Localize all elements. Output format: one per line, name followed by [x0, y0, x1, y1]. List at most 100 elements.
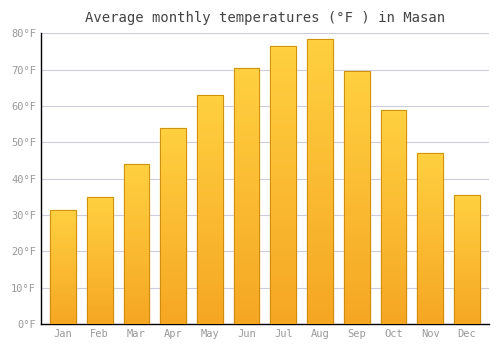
Bar: [418, 201, 443, 204]
Bar: [454, 213, 479, 216]
Bar: [160, 171, 186, 175]
Bar: [344, 86, 370, 92]
Bar: [344, 299, 370, 304]
Bar: [234, 68, 260, 324]
Bar: [87, 316, 112, 319]
Bar: [270, 46, 296, 51]
Bar: [160, 289, 186, 293]
Bar: [197, 187, 222, 191]
Bar: [454, 195, 479, 324]
Bar: [197, 127, 222, 132]
Bar: [234, 288, 260, 293]
Bar: [270, 68, 296, 74]
Bar: [418, 249, 443, 252]
Bar: [418, 218, 443, 222]
Bar: [307, 67, 333, 73]
Bar: [160, 245, 186, 250]
Bar: [197, 191, 222, 196]
Bar: [50, 306, 76, 308]
Bar: [197, 232, 222, 237]
Bar: [270, 307, 296, 313]
Bar: [87, 240, 112, 243]
Bar: [418, 191, 443, 194]
Bar: [380, 187, 406, 191]
Bar: [87, 266, 112, 268]
Bar: [124, 299, 150, 302]
Bar: [380, 114, 406, 118]
Bar: [307, 84, 333, 90]
Bar: [50, 308, 76, 310]
Bar: [160, 163, 186, 167]
Bar: [344, 183, 370, 188]
Bar: [197, 292, 222, 296]
Bar: [380, 230, 406, 234]
Bar: [124, 279, 150, 282]
Bar: [307, 153, 333, 159]
Bar: [307, 204, 333, 210]
Bar: [344, 273, 370, 279]
Bar: [418, 252, 443, 256]
Bar: [454, 223, 479, 226]
Bar: [380, 118, 406, 122]
Bar: [234, 283, 260, 288]
Bar: [124, 266, 150, 270]
Bar: [50, 232, 76, 235]
Bar: [270, 263, 296, 268]
Bar: [50, 313, 76, 315]
Bar: [418, 160, 443, 163]
Bar: [380, 238, 406, 243]
Bar: [160, 241, 186, 245]
Bar: [87, 228, 112, 230]
Bar: [344, 284, 370, 289]
Bar: [160, 222, 186, 226]
Bar: [197, 118, 222, 122]
Bar: [160, 230, 186, 234]
Bar: [124, 225, 150, 228]
Bar: [197, 132, 222, 136]
Bar: [234, 170, 260, 175]
Bar: [418, 303, 443, 307]
Bar: [234, 104, 260, 109]
Bar: [344, 177, 370, 183]
Bar: [418, 239, 443, 242]
Bar: [270, 296, 296, 302]
Bar: [160, 296, 186, 300]
Bar: [160, 155, 186, 159]
Bar: [344, 102, 370, 107]
Bar: [270, 51, 296, 57]
Bar: [234, 150, 260, 155]
Bar: [380, 281, 406, 285]
Bar: [160, 147, 186, 151]
Bar: [160, 304, 186, 308]
Bar: [380, 208, 406, 212]
Bar: [270, 202, 296, 207]
Bar: [380, 315, 406, 320]
Bar: [124, 257, 150, 260]
Bar: [270, 302, 296, 307]
Bar: [160, 206, 186, 210]
Bar: [307, 187, 333, 193]
Bar: [87, 286, 112, 288]
Bar: [124, 241, 150, 244]
Bar: [454, 239, 479, 241]
Bar: [380, 260, 406, 264]
Bar: [344, 248, 370, 253]
Bar: [344, 97, 370, 102]
Bar: [50, 267, 76, 269]
Bar: [124, 314, 150, 318]
Bar: [234, 309, 260, 314]
Bar: [418, 225, 443, 228]
Bar: [50, 221, 76, 223]
Bar: [270, 246, 296, 252]
Bar: [50, 274, 76, 276]
Bar: [160, 238, 186, 241]
Bar: [307, 318, 333, 324]
Bar: [234, 78, 260, 83]
Bar: [50, 219, 76, 221]
Bar: [270, 135, 296, 140]
Bar: [50, 296, 76, 299]
Bar: [380, 234, 406, 238]
Bar: [418, 181, 443, 184]
Bar: [124, 209, 150, 212]
Bar: [87, 250, 112, 253]
